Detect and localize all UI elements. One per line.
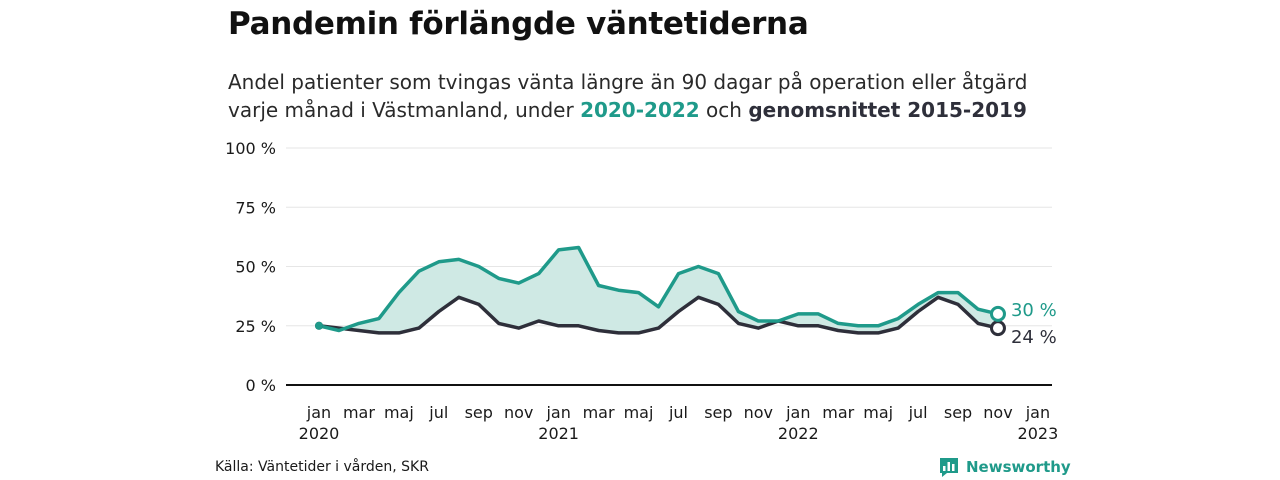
x-tick-label: mar	[583, 403, 615, 422]
series-lines	[317, 245, 1000, 335]
x-tick-label: jan	[1025, 403, 1050, 422]
series-line-average	[317, 295, 1000, 335]
subtitle-line-1: Andel patienter som tvingas vänta längre…	[228, 70, 1028, 94]
x-tick-label: jul	[908, 403, 928, 422]
x-tick-year-label: 2022	[778, 424, 819, 443]
subtitle-line-2: varje månad i Västmanland, under	[228, 98, 581, 122]
y-tick-label: 75 %	[235, 198, 276, 217]
x-tick-label: jul	[428, 403, 448, 422]
x-tick-label: nov	[744, 403, 773, 422]
brand-name: Newsworthy	[966, 458, 1071, 476]
x-tick-label: mar	[343, 403, 375, 422]
x-tick-label: mar	[822, 403, 854, 422]
y-tick-label: 100 %	[225, 139, 276, 158]
series-line-2020-2022	[317, 245, 1000, 333]
source-note: Källa: Väntetider i vården, SKR	[215, 459, 429, 475]
y-axis-ticks: 0 % 25 % 50 % 75 % 100 %	[225, 139, 276, 395]
x-tick-label: sep	[704, 403, 732, 422]
x-tick-label: maj	[624, 403, 654, 422]
x-tick-label: jan	[306, 403, 331, 422]
x-tick-label: maj	[863, 403, 893, 422]
bar-chart-speech-bubble-icon	[940, 458, 958, 477]
x-tick-label: maj	[384, 403, 414, 422]
end-label-average: 24 %	[1011, 327, 1057, 348]
subtitle-highlight-period: 2020-2022	[580, 98, 700, 122]
end-label-2020-2022: 30 %	[1011, 300, 1057, 321]
chart-subtitle: Andel patienter som tvingas vänta längre…	[228, 68, 1078, 124]
end-markers: 30 % 24 %	[315, 300, 1057, 348]
x-tick-label: nov	[504, 403, 533, 422]
x-tick-year-label: 2021	[538, 424, 579, 443]
x-tick-label: jan	[545, 403, 570, 422]
subtitle-highlight-average: genomsnittet 2015-2019	[748, 98, 1027, 122]
x-tick-label: jul	[668, 403, 688, 422]
start-point-2020-2022	[315, 321, 323, 330]
y-tick-label: 25 %	[235, 317, 276, 336]
x-tick-label: sep	[944, 403, 972, 422]
brand: Newsworthy	[938, 456, 1071, 478]
y-tick-label: 50 %	[235, 258, 276, 277]
end-point-average	[989, 320, 1006, 337]
x-tick-label: jan	[785, 403, 810, 422]
x-tick-label: nov	[983, 403, 1012, 422]
subtitle-connector: och	[699, 98, 749, 122]
x-tick-year-label: 2023	[1018, 424, 1059, 443]
x-tick-year-label: 2020	[299, 424, 340, 443]
chart-title: Pandemin förlängde väntetiderna	[228, 6, 809, 42]
y-tick-label: 0 %	[246, 376, 276, 395]
x-tick-label: sep	[465, 403, 493, 422]
end-point-2020-2022	[989, 305, 1006, 322]
